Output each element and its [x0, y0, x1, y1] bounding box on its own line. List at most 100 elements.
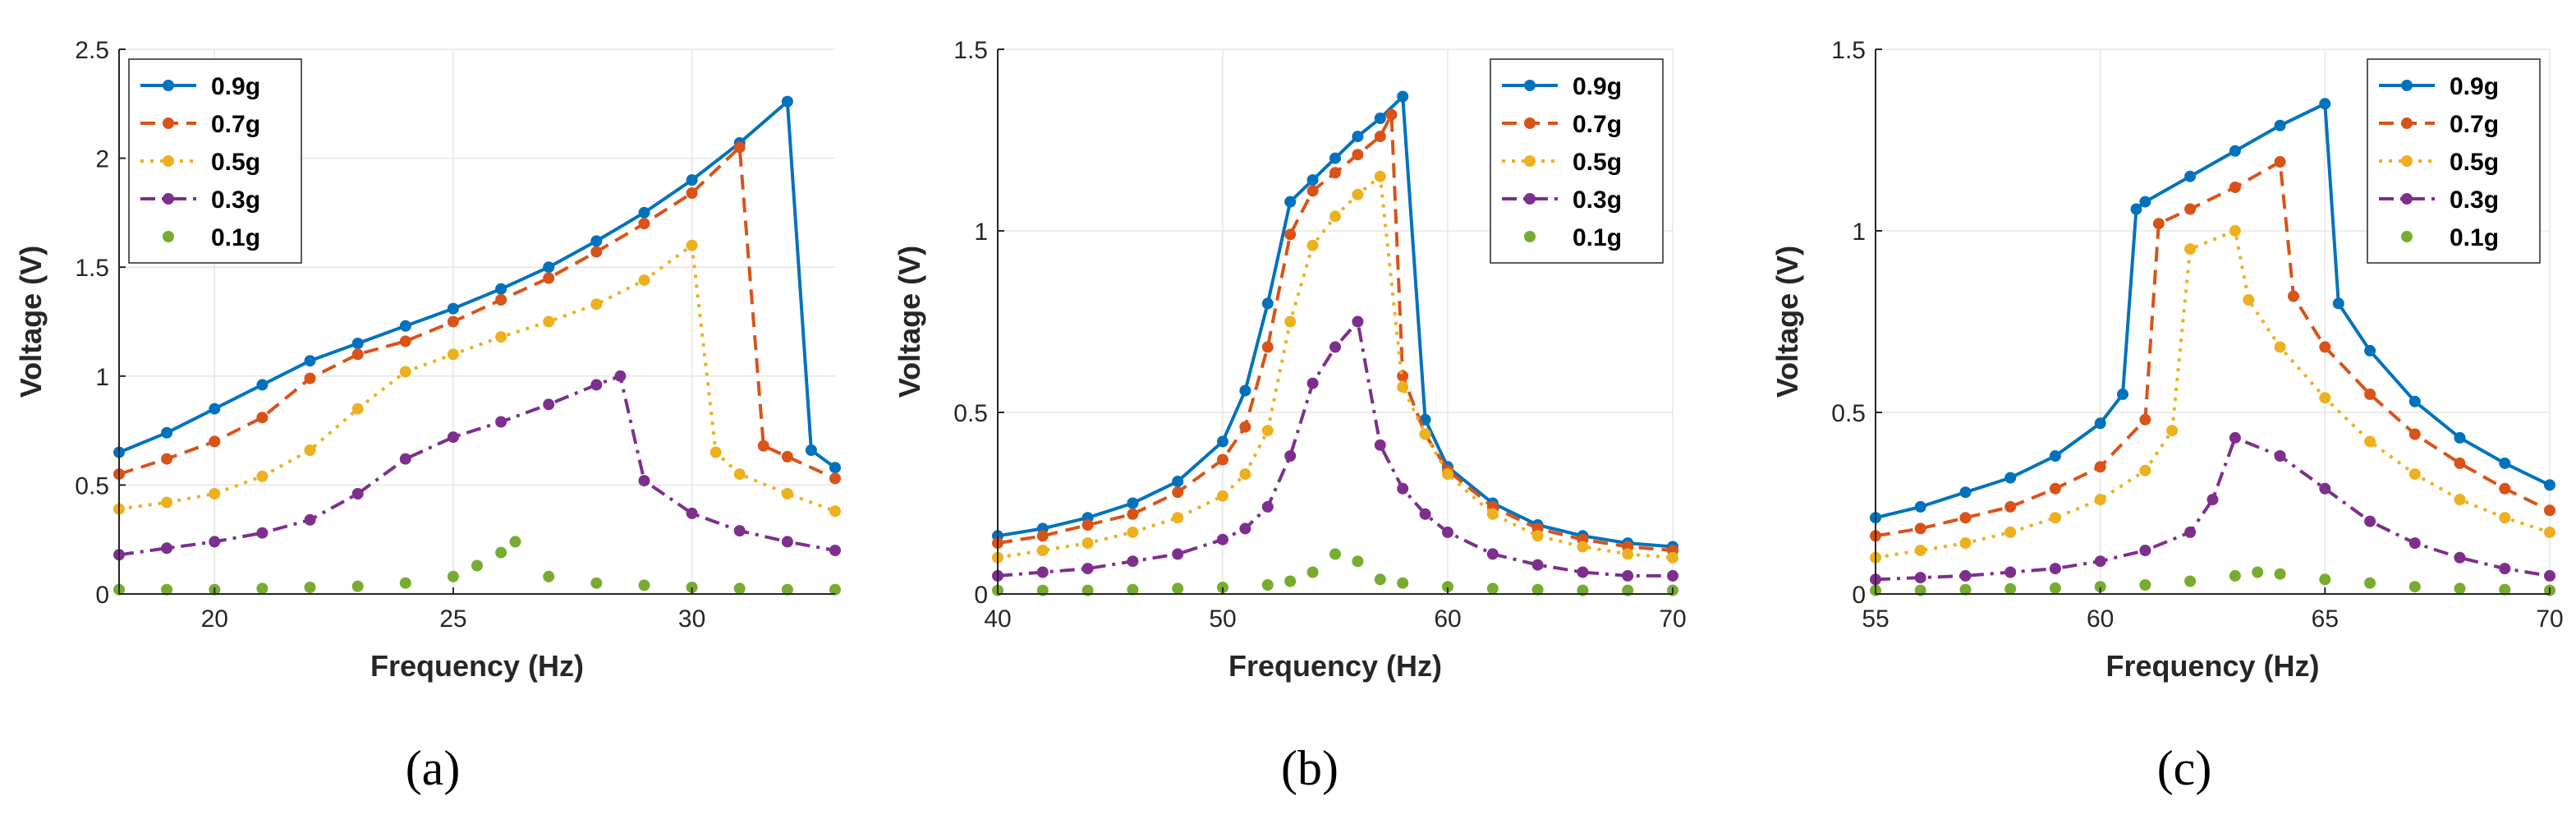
- data-point: [2499, 457, 2511, 469]
- panel-label: (c): [2157, 741, 2212, 795]
- data-point: [1239, 421, 1251, 433]
- x-tick-label: 40: [984, 605, 1011, 633]
- data-point: [543, 272, 555, 284]
- data-point: [1374, 439, 1386, 451]
- data-point: [781, 536, 793, 548]
- data-point: [1284, 228, 1297, 241]
- data-point: [304, 444, 316, 456]
- data-point: [1959, 583, 1972, 596]
- data-point: [829, 583, 841, 596]
- data-point: [509, 536, 521, 548]
- data-point: [1127, 508, 1139, 520]
- data-point: [2049, 582, 2061, 594]
- data-point: [1284, 450, 1297, 462]
- legend-label: 0.7g: [1573, 111, 1622, 138]
- data-point: [2499, 512, 2511, 524]
- data-point: [2408, 395, 2421, 407]
- data-point: [1306, 239, 1319, 251]
- legend: 0.9g 0.7g 0.5g 0.3g 0.1g: [1490, 58, 1664, 264]
- data-point: [304, 355, 316, 367]
- legend-swatch-marker: [2401, 155, 2413, 167]
- x-axis-label: Frequency (Hz): [2105, 649, 2319, 683]
- data-point: [590, 379, 603, 391]
- data-point: [1531, 530, 1544, 542]
- data-point: [614, 370, 627, 382]
- legend-entry-0.1g: 0.1g: [163, 224, 260, 251]
- data-point: [2094, 417, 2106, 430]
- data-point: [1306, 185, 1319, 197]
- data-point: [1217, 490, 1228, 502]
- data-point: [1419, 428, 1431, 440]
- data-point: [2544, 504, 2555, 517]
- data-point: [2332, 297, 2344, 310]
- data-point: [590, 577, 603, 589]
- legend-entry-0.1g: 0.1g: [1524, 224, 1622, 251]
- data-point: [161, 583, 173, 596]
- data-point: [471, 559, 483, 572]
- data-point: [1127, 583, 1139, 596]
- data-point: [399, 577, 411, 589]
- data-point: [2319, 482, 2331, 495]
- data-point: [2184, 243, 2197, 255]
- data-point: [1352, 188, 1364, 200]
- data-point: [2319, 98, 2331, 110]
- data-point: [1306, 174, 1319, 186]
- data-point: [2454, 431, 2466, 444]
- data-point: [1914, 545, 1926, 556]
- data-point: [161, 453, 173, 465]
- y-axis-label: Voltage (V): [893, 246, 926, 398]
- data-point: [209, 488, 221, 499]
- data-point: [543, 398, 555, 411]
- series-0.5g: [992, 170, 1678, 564]
- legend-label: 0.9g: [2450, 73, 2499, 100]
- data-point: [2166, 425, 2179, 437]
- data-point: [209, 403, 221, 415]
- data-point: [1329, 341, 1341, 353]
- x-tick-label: 60: [2087, 605, 2114, 633]
- data-point: [2274, 119, 2286, 131]
- panel-label: (b): [1281, 741, 1339, 795]
- data-point: [1667, 551, 1678, 564]
- data-point: [256, 527, 269, 539]
- data-point: [1172, 582, 1184, 595]
- data-point: [2319, 573, 2331, 586]
- legend-label: 0.3g: [211, 186, 260, 214]
- data-point: [1306, 566, 1319, 578]
- data-point: [1419, 508, 1431, 520]
- chart-panel-b: 40 50 60 70 0 0.5 1 1.5 Frequency (Hz) Voltage (V…: [893, 37, 1687, 795]
- chart-panel-a: 20 25 30 0 0.5 1 1.5 2 2.5 Frequency (Hz) Voltage …: [14, 37, 841, 795]
- data-point: [1329, 210, 1341, 223]
- data-point: [1127, 526, 1139, 538]
- data-point: [1531, 559, 1544, 571]
- data-point: [2049, 450, 2061, 462]
- data-point: [161, 542, 173, 555]
- chart-panel-c: 55 60 65 70 0 0.5 1 1.5 Frequency (Hz) Voltage (V…: [1770, 37, 2564, 795]
- legend-label: 0.1g: [211, 224, 260, 251]
- data-point: [1261, 341, 1274, 353]
- legend-swatch-marker: [2401, 117, 2413, 129]
- data-point: [2184, 203, 2197, 215]
- x-tick-label: 25: [439, 605, 466, 633]
- data-point: [1239, 384, 1251, 397]
- legend-label: 0.5g: [1573, 149, 1622, 176]
- data-point: [1531, 583, 1544, 596]
- series-0.1g: [113, 536, 841, 596]
- data-point: [1385, 108, 1398, 121]
- data-point: [1959, 512, 1972, 524]
- data-point: [1036, 545, 1049, 556]
- legend-label: 0.3g: [2450, 186, 2499, 214]
- data-point: [757, 440, 769, 452]
- data-point: [781, 488, 793, 499]
- data-point: [1442, 526, 1453, 538]
- data-point: [2499, 482, 2511, 495]
- data-point: [1397, 577, 1409, 589]
- data-point: [1329, 548, 1341, 560]
- data-point: [304, 582, 316, 593]
- data-point: [590, 246, 603, 258]
- data-point: [2004, 472, 2017, 484]
- data-point: [686, 174, 698, 186]
- data-point: [2364, 344, 2376, 357]
- data-point: [161, 496, 173, 509]
- data-point: [1261, 297, 1274, 310]
- data-point: [1397, 90, 1409, 103]
